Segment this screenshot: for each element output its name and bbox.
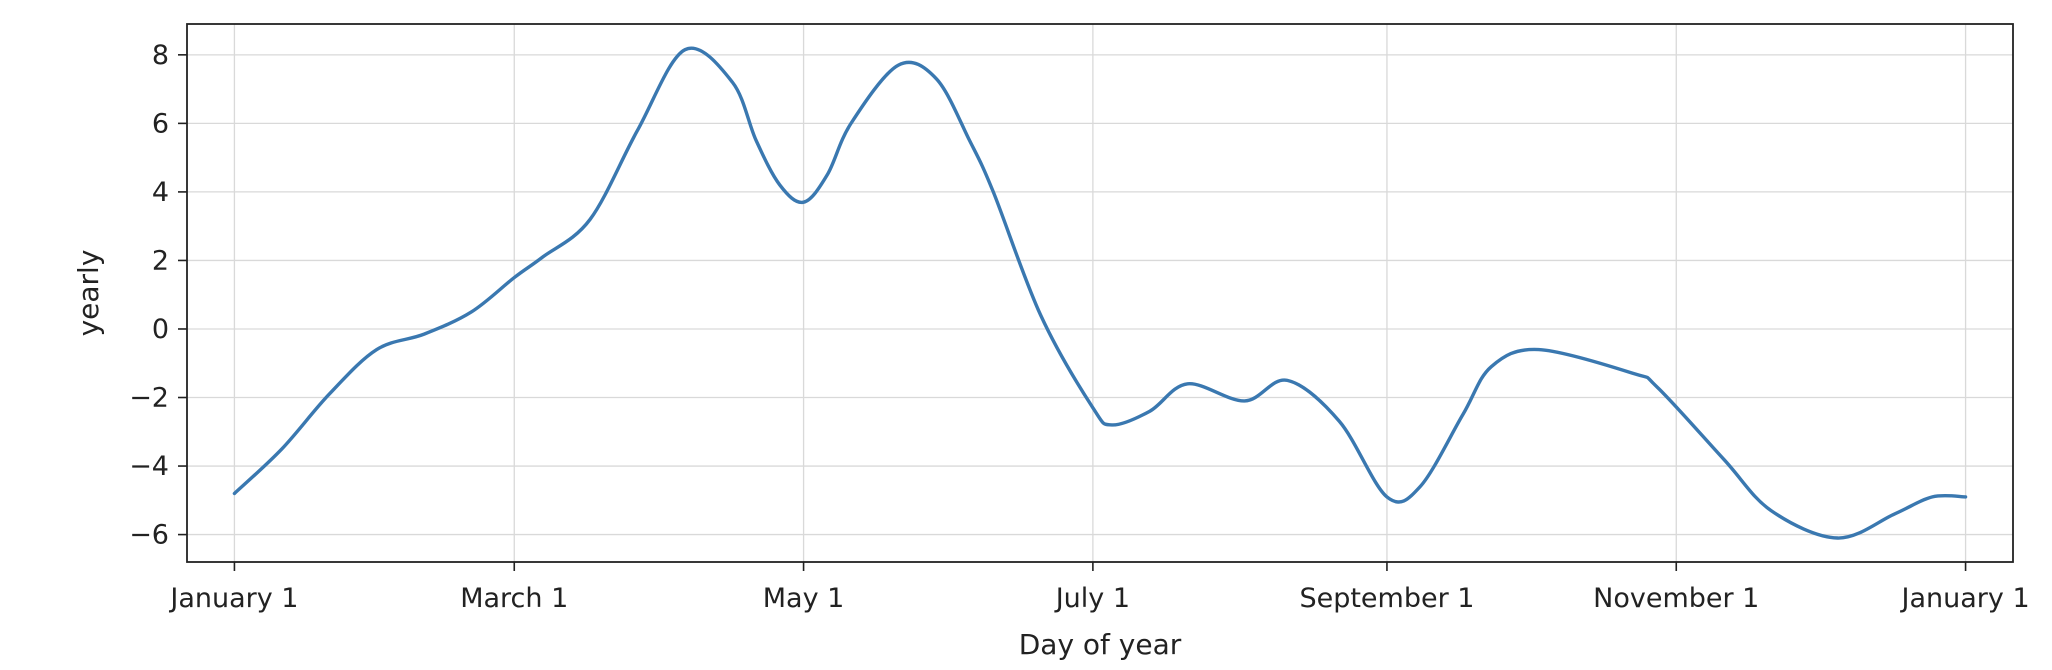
series-line — [232, 46, 1968, 540]
y-tick-label: −6 — [129, 520, 169, 551]
series-layer — [232, 46, 1968, 540]
y-tick-label: −4 — [129, 451, 169, 482]
y-tick-label: 8 — [152, 40, 169, 71]
x-tick-label: July 1 — [1054, 583, 1130, 614]
x-tick-label: November 1 — [1593, 583, 1759, 614]
y-tick-label: 4 — [152, 177, 169, 208]
y-tick-label: −2 — [129, 383, 169, 414]
x-tick-label: September 1 — [1299, 583, 1474, 614]
y-tick-label: 0 — [152, 314, 169, 345]
x-tick-label: January 1 — [168, 583, 298, 614]
y-tick-label: 6 — [152, 108, 169, 139]
plot-frame — [186, 23, 2014, 563]
x-tick-label: May 1 — [763, 583, 845, 614]
x-tick-label: March 1 — [460, 583, 568, 614]
x-axis-label: Day of year — [1019, 628, 1182, 661]
x-tick-label: January 1 — [1900, 583, 2030, 614]
ticks: January 1 March 1 May 1 July 1 September 1 No… — [129, 40, 2029, 614]
y-axis-label: yearly — [72, 250, 105, 337]
grid — [187, 24, 2013, 562]
y-tick-label: 2 — [152, 245, 169, 276]
